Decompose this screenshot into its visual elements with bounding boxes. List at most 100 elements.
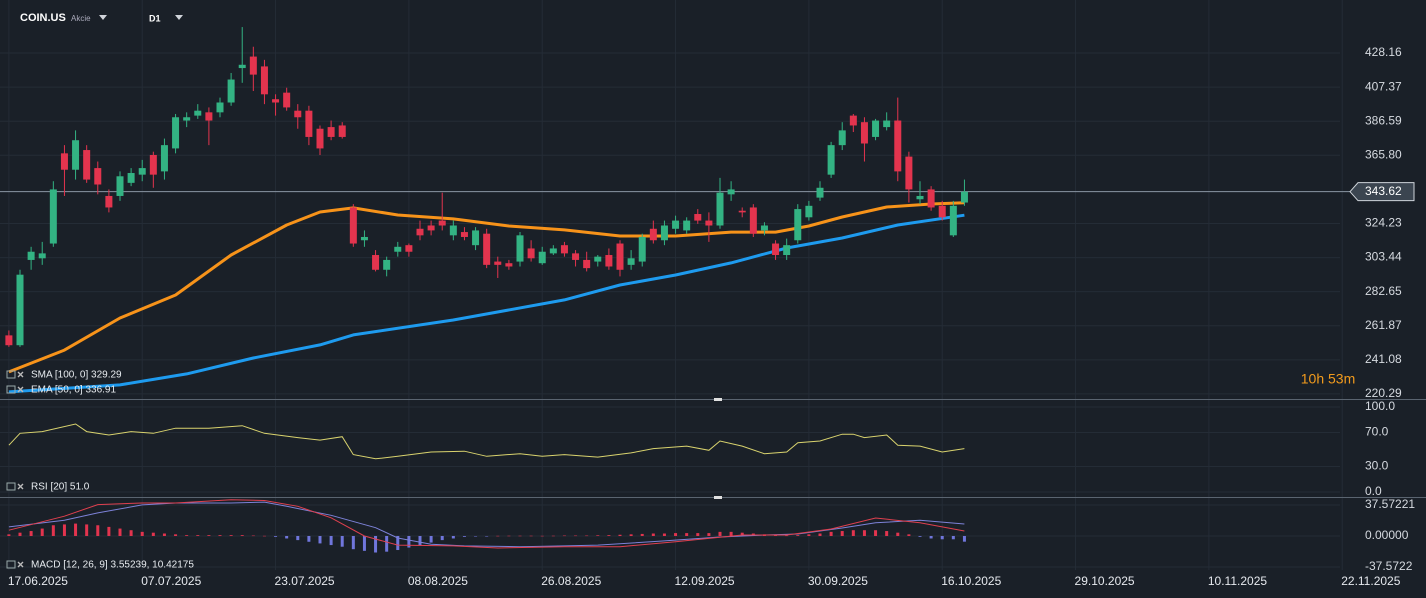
last-price-label: 343.62 [1365, 184, 1402, 198]
histogram-bar [62, 524, 66, 536]
candle-body [694, 214, 702, 221]
x-tick-label: 30.09.2025 [808, 574, 868, 588]
candle-body [738, 210, 746, 213]
histogram-bar [674, 533, 678, 536]
histogram-bar [596, 535, 600, 536]
indicator-line [8, 499, 965, 549]
y-tick-label: 386.59 [1365, 113, 1402, 127]
candle-body [472, 230, 480, 246]
indicator-line [8, 201, 965, 374]
histogram-bar [851, 530, 855, 536]
histogram-bar [640, 533, 644, 536]
histogram-bar [329, 535, 333, 546]
histogram-bar [729, 531, 733, 536]
histogram-bar [574, 535, 578, 537]
symbol[interactable]: COIN.US [20, 12, 66, 24]
histogram-bar [96, 525, 100, 536]
histogram-bar [196, 535, 200, 536]
histogram-bar [940, 535, 944, 540]
legend-entry: RSI [20] 51.0 [31, 482, 90, 493]
y-tick-label: 324.23 [1365, 216, 1402, 230]
legend-icon[interactable] [6, 370, 16, 379]
histogram-bar [118, 528, 122, 536]
legend-icon[interactable] [6, 482, 16, 491]
histogram-bar [340, 535, 344, 547]
histogram-bar [274, 535, 278, 537]
histogram-bar [629, 534, 633, 536]
x-tick-label: 12.09.2025 [675, 574, 735, 588]
asset-class: Akcie [71, 14, 91, 23]
histogram-bar [7, 534, 11, 536]
legend-close[interactable] [17, 386, 24, 393]
histogram-bar [240, 535, 244, 536]
histogram-bar [162, 533, 166, 536]
legend-close[interactable] [17, 371, 24, 378]
histogram-bar [451, 535, 455, 539]
histogram-bar [218, 535, 222, 536]
y-tick-label: 407.37 [1365, 79, 1402, 93]
x-tick-label: 26.08.2025 [541, 574, 601, 588]
histogram-bar [785, 535, 789, 537]
candle-body [83, 150, 91, 180]
candle-body [772, 243, 780, 256]
histogram-bar [462, 535, 466, 537]
candle-body [816, 187, 824, 198]
resize-handle[interactable] [714, 496, 722, 499]
candle-body [872, 120, 880, 137]
candle-body [438, 220, 446, 226]
resize-handle[interactable] [714, 398, 722, 401]
histogram-bar [318, 535, 322, 544]
candle-body [27, 251, 35, 260]
candle-body [927, 189, 935, 208]
histogram-bar [796, 535, 800, 536]
x-tick-label: 23.07.2025 [275, 574, 335, 588]
candle-body [883, 120, 891, 128]
histogram-bar [251, 535, 255, 537]
legend-icon[interactable] [6, 385, 16, 394]
histogram-bar [40, 528, 44, 536]
candle-body [860, 122, 868, 144]
timeframe-dropdown[interactable] [175, 15, 183, 20]
candle-body [749, 207, 757, 234]
candle-body [5, 335, 13, 346]
candle-body [494, 261, 502, 265]
candle-body [683, 220, 691, 231]
candle-body [227, 79, 235, 103]
histogram-bar [918, 535, 922, 537]
histogram-bar [707, 533, 711, 536]
candle-body [60, 153, 68, 170]
histogram-bar [607, 535, 611, 536]
candle-body [783, 245, 791, 256]
candle-body [49, 189, 57, 244]
histogram-bar [829, 531, 833, 536]
candle-body [549, 248, 557, 254]
candle-body [183, 117, 191, 121]
histogram-bar [107, 526, 111, 536]
histogram-bar [18, 532, 22, 536]
legend-icon[interactable] [6, 560, 16, 569]
legend-close[interactable] [17, 561, 24, 568]
legend-entry: EMA [50, 0] 336.91 [31, 385, 116, 396]
candle-body [594, 256, 602, 262]
histogram-bar [396, 535, 400, 551]
histogram-bar [262, 535, 266, 537]
histogram-bar [185, 535, 189, 536]
candle-body [483, 233, 491, 265]
candle-body [416, 228, 424, 236]
candle-body [527, 248, 535, 259]
histogram-bar [651, 533, 655, 536]
candle-body [238, 64, 246, 69]
candle-body [172, 117, 180, 149]
candle-body [405, 245, 413, 252]
candle-body [827, 145, 835, 175]
symbol-dropdown[interactable] [99, 15, 107, 20]
timeframe[interactable]: D1 [149, 13, 161, 23]
legend-close[interactable] [17, 483, 24, 490]
histogram-bar [585, 535, 589, 537]
candle-body [727, 189, 735, 195]
candle-body [38, 253, 46, 259]
candle-body [805, 205, 813, 218]
candle-body [538, 251, 546, 264]
histogram-bar [429, 535, 433, 543]
